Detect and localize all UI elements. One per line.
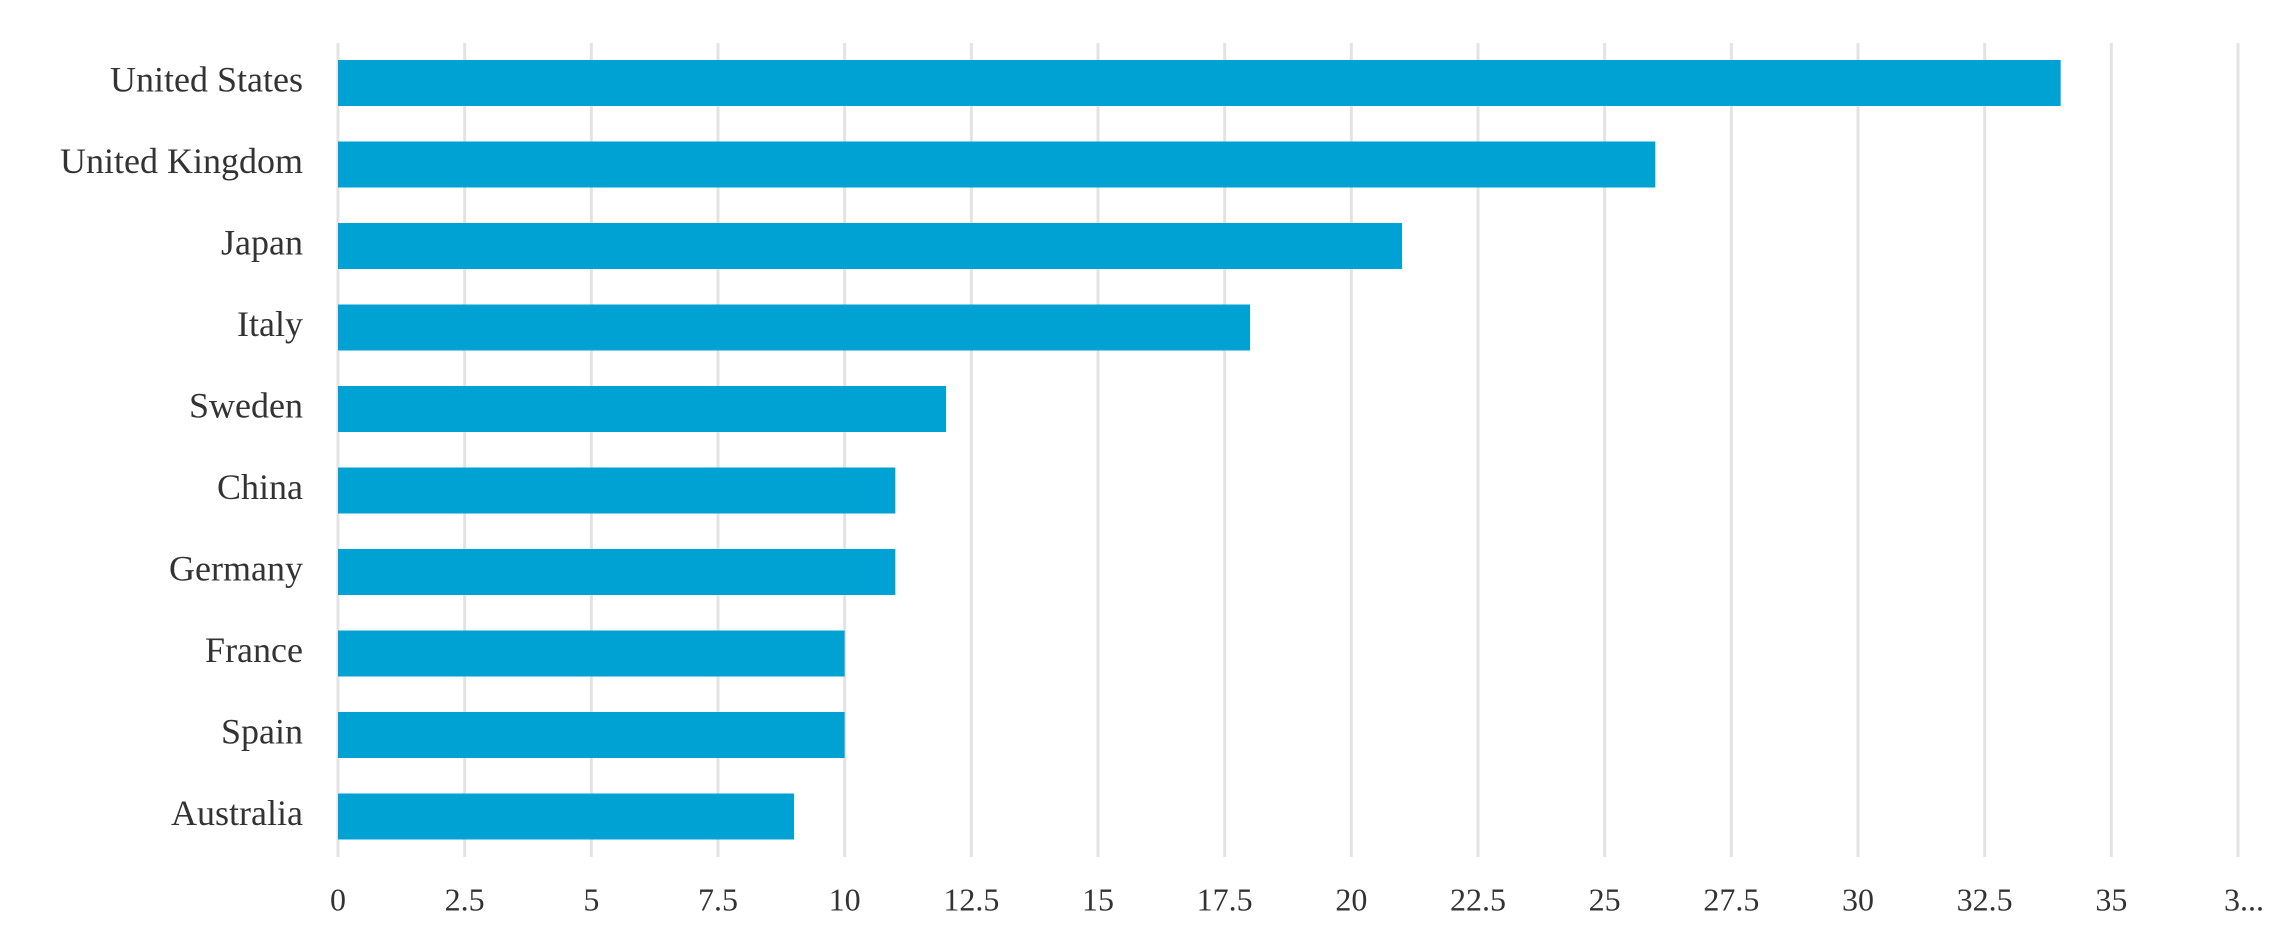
x-tick-label: 2.5 xyxy=(445,881,485,917)
x-tick-label: 5 xyxy=(583,881,599,917)
y-tick-label: Japan xyxy=(221,222,303,262)
y-tick-label: France xyxy=(205,630,303,670)
y-tick-label: Spain xyxy=(221,711,303,751)
bar xyxy=(338,549,896,595)
x-tick-label: 25 xyxy=(1589,881,1621,917)
x-tick-label: 30 xyxy=(1842,881,1874,917)
y-tick-label: United States xyxy=(110,59,303,99)
y-tick-label: China xyxy=(217,467,303,507)
y-tick-label: Italy xyxy=(237,304,303,344)
bar xyxy=(338,141,1656,188)
y-tick-label: Germany xyxy=(169,548,303,588)
x-tick-label: 7.5 xyxy=(698,881,738,917)
y-tick-label: Australia xyxy=(171,793,303,833)
bar xyxy=(338,467,896,514)
x-tick-label: 0 xyxy=(330,881,346,917)
bar xyxy=(338,386,946,432)
x-tick-label: 20 xyxy=(1335,881,1367,917)
x-tick-label: 17.5 xyxy=(1197,881,1253,917)
bar xyxy=(338,630,845,677)
x-tick-label: 15 xyxy=(1082,881,1114,917)
bar xyxy=(338,712,845,758)
x-tick-label: 35 xyxy=(2095,881,2127,917)
x-tick-label: 22.5 xyxy=(1450,881,1506,917)
y-tick-label: Sweden xyxy=(189,385,303,425)
x-tick-label: 27.5 xyxy=(1703,881,1759,917)
x-tick-label: 10 xyxy=(829,881,861,917)
x-tick-label: 3... xyxy=(2224,881,2264,917)
bar xyxy=(338,60,2061,106)
bar xyxy=(338,793,794,840)
x-tick-label: 32.5 xyxy=(1957,881,2013,917)
bar xyxy=(338,304,1250,351)
y-tick-label: United Kingdom xyxy=(60,141,303,181)
bar xyxy=(338,223,1402,269)
x-tick-label: 12.5 xyxy=(943,881,999,917)
